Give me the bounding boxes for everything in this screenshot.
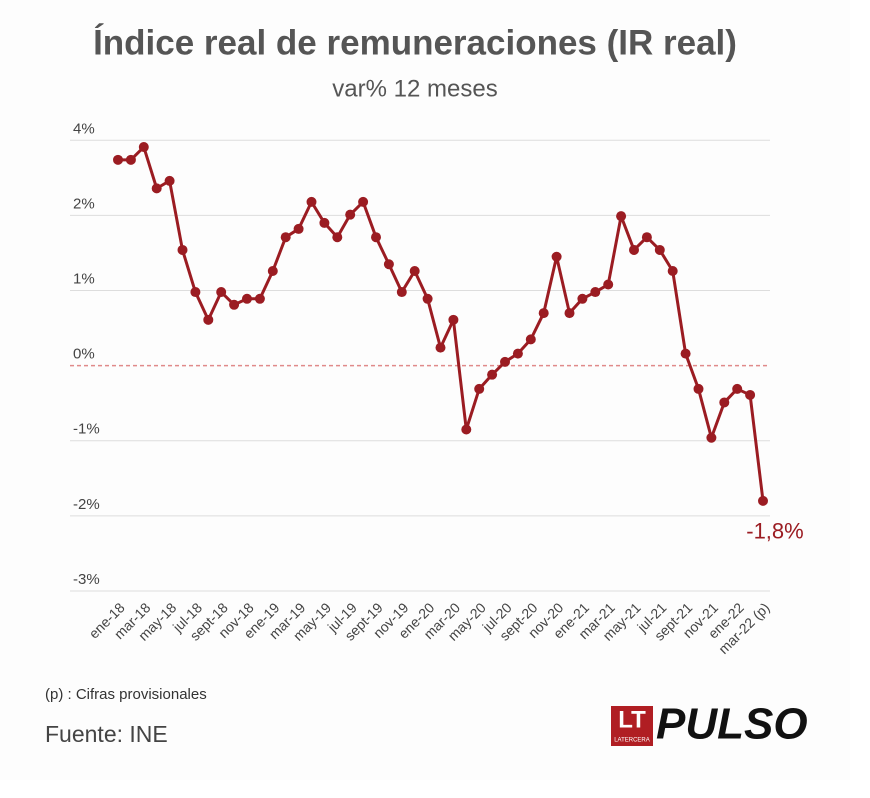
y-tick-label: -2%: [73, 496, 100, 513]
logo-badge: [611, 706, 653, 746]
point: [706, 432, 717, 443]
point: [409, 265, 420, 276]
note: (p) : Cifras provisionales: [45, 686, 207, 703]
logo-small: LATERCERA: [614, 738, 650, 744]
point: [242, 293, 252, 304]
point: [667, 265, 678, 276]
point: [551, 251, 562, 262]
point: [203, 314, 214, 325]
point: [693, 383, 704, 394]
point: [500, 356, 510, 367]
background: [0, 0, 850, 780]
point: [680, 348, 691, 359]
point: [345, 209, 356, 220]
point: [332, 232, 343, 243]
point: [319, 217, 330, 228]
point: [577, 293, 588, 304]
y-tick-label: 2%: [73, 195, 95, 212]
source: Fuente: INE: [45, 721, 168, 747]
point: [371, 232, 381, 243]
point: [461, 424, 472, 435]
point: [229, 299, 240, 310]
point: [151, 183, 162, 194]
point: [719, 397, 730, 408]
point: [293, 223, 304, 234]
point: [474, 383, 485, 394]
point: [164, 175, 175, 186]
point: [383, 259, 394, 270]
point: [512, 348, 523, 359]
point: [732, 383, 743, 394]
point: [525, 334, 536, 345]
point: [590, 287, 601, 298]
point: [616, 211, 627, 222]
point: [629, 244, 639, 255]
point: [113, 154, 123, 165]
logo-badge-text: LT: [618, 706, 646, 733]
point: [435, 342, 446, 353]
point: [254, 293, 265, 304]
point: [267, 265, 278, 276]
point: [216, 287, 227, 298]
y-tick-label: -1%: [73, 421, 100, 438]
point: [138, 142, 149, 153]
point: [654, 244, 665, 255]
y-tick-label: 4%: [73, 120, 95, 137]
point: [177, 244, 188, 255]
point: [448, 314, 459, 325]
value-label: -1,8%: [746, 519, 803, 544]
point: [125, 154, 136, 165]
point: [487, 369, 498, 380]
point: [758, 495, 768, 506]
y-tick-label: 0%: [73, 346, 95, 363]
logo: LT LATERCERA PULSO: [611, 700, 808, 749]
point: [641, 232, 652, 243]
point: [396, 287, 407, 298]
point: [306, 196, 317, 207]
chart-title: Índice real de remuneraciones (IR real): [93, 22, 737, 62]
logo-name: PULSO: [656, 700, 808, 749]
point: [564, 308, 575, 319]
chart-subtitle: var% 12 meses: [332, 75, 497, 102]
point: [358, 196, 369, 207]
y-tick-label: -3%: [73, 571, 100, 588]
point: [422, 293, 433, 304]
point: [280, 232, 291, 243]
point: [538, 308, 549, 319]
point: [745, 389, 756, 400]
point: [603, 279, 614, 290]
y-tick-label: 1%: [73, 270, 95, 287]
point: [190, 287, 201, 298]
